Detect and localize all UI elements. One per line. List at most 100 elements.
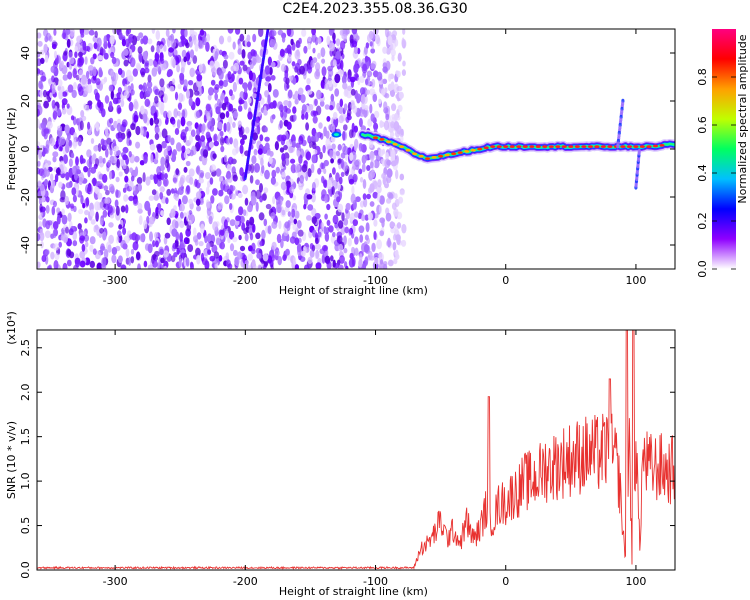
noise-speckle (294, 163, 301, 173)
noise-speckle (226, 163, 232, 171)
noise-speckle (339, 29, 344, 36)
noise-speckle (307, 256, 313, 264)
noise-speckle (285, 77, 290, 85)
noise-speckle (329, 42, 335, 52)
noise-speckle (285, 248, 290, 256)
noise-speckle (68, 139, 73, 148)
noise-speckle (156, 143, 162, 149)
noise-speckle (237, 192, 243, 198)
noise-speckle (50, 173, 54, 181)
noise-speckle (68, 51, 73, 59)
y-axis-label: SNR (10 * v/v) (5, 421, 18, 499)
noise-speckle (217, 98, 221, 106)
noise-speckle (302, 245, 307, 254)
noise-speckle (359, 253, 363, 262)
noise-speckle (189, 67, 195, 78)
noise-speckle (328, 29, 334, 36)
noise-speckle (225, 110, 230, 118)
noise-speckle (269, 150, 274, 157)
noise-speckle (192, 31, 198, 38)
noise-speckle (229, 219, 236, 227)
noise-speckle (102, 139, 108, 150)
noise-speckle (206, 201, 211, 209)
noise-speckle (40, 49, 45, 55)
noise-speckle (306, 215, 312, 221)
noise-speckle (365, 42, 370, 49)
noise-speckle (225, 137, 230, 145)
noise-speckle (185, 174, 192, 184)
noise-speckle (271, 221, 278, 229)
noise-speckle (341, 34, 348, 40)
noise-speckle (204, 172, 211, 180)
noise-speckle (243, 227, 249, 235)
noise-speckle (224, 230, 229, 239)
x-tick-label: 0 (502, 274, 509, 287)
noise-speckle (128, 139, 132, 146)
noise-speckle (382, 46, 388, 54)
noise-speckle (166, 188, 172, 196)
noise-speckle (44, 230, 51, 239)
noise-speckle (79, 120, 84, 131)
noise-speckle (143, 154, 148, 164)
noise-speckle (149, 174, 154, 180)
noise-speckle (373, 110, 380, 119)
noise-speckle (72, 68, 77, 79)
snr-panel: -300 -200 -100 0 100 0.0 0.5 1.0 1.5 2.0 2.5 Height… (5, 311, 676, 598)
noise-speckle (108, 222, 114, 228)
noise-speckle (143, 260, 148, 268)
noise-speckle (227, 29, 234, 34)
noise-speckle (39, 211, 43, 218)
noise-speckle (219, 49, 223, 56)
noise-speckle (37, 40, 43, 47)
signal-peak (431, 156, 437, 159)
page-title: C2E4.2023.355.08.36.G30 (282, 1, 468, 17)
noise-speckle (361, 263, 366, 269)
noise-speckle (122, 187, 127, 193)
noise-speckle (287, 53, 292, 62)
noise-speckle (49, 137, 55, 147)
noise-speckle (139, 233, 146, 243)
noise-speckle (118, 224, 123, 230)
noise-speckle (343, 103, 348, 111)
noise-speckle (71, 152, 75, 159)
noise-speckle (62, 29, 66, 40)
noise-speckle (326, 116, 331, 122)
noise-speckle (175, 142, 182, 152)
noise-speckle (90, 167, 97, 174)
noise-speckle (214, 50, 219, 60)
noise-speckle (281, 35, 286, 43)
noise-speckle (314, 250, 320, 260)
noise-speckle (170, 137, 175, 146)
noise-speckle (339, 98, 344, 108)
noise-speckle (317, 52, 321, 60)
noise-speckle (390, 48, 396, 57)
x-tick-label: -200 (233, 575, 258, 588)
noise-speckle (239, 60, 245, 66)
noise-speckle (93, 42, 98, 50)
noise-speckle (267, 255, 273, 264)
noise-speckle (43, 128, 50, 134)
noise-speckle (222, 79, 228, 88)
noise-speckle (281, 153, 286, 162)
noise-speckle (65, 29, 71, 35)
noise-speckle (312, 115, 318, 124)
noise-speckle (321, 66, 327, 77)
noise-speckle (231, 73, 235, 82)
noise-speckle (219, 130, 224, 137)
noise-speckle (161, 62, 167, 71)
signal-peak (372, 136, 379, 140)
noise-speckle (200, 135, 206, 142)
noise-speckle (103, 185, 109, 192)
noise-speckle (324, 232, 330, 242)
noise-speckle (198, 241, 204, 247)
noise-speckle (350, 88, 356, 96)
noise-speckle (379, 120, 384, 129)
noise-speckle (57, 125, 63, 131)
x-axis-label: Height of straight line (km) (279, 284, 428, 297)
noise-speckle (91, 154, 96, 165)
noise-speckle (215, 106, 221, 115)
noise-speckle (188, 80, 194, 86)
noise-speckle (369, 201, 375, 207)
noise-speckle (44, 249, 50, 256)
y-tick-label: 20 (19, 94, 32, 108)
